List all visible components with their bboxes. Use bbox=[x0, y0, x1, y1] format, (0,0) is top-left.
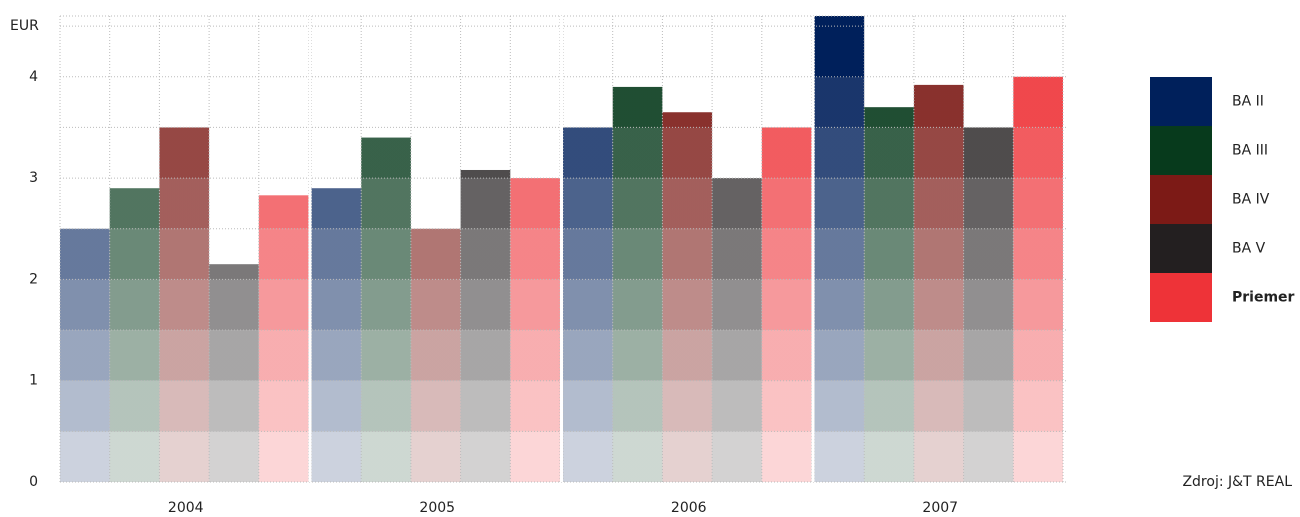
legend-swatch bbox=[1150, 224, 1212, 273]
legend-swatch bbox=[1150, 175, 1212, 224]
bar bbox=[510, 178, 560, 482]
bar bbox=[361, 137, 411, 482]
bar bbox=[60, 228, 110, 482]
y-unit: EUR bbox=[10, 18, 39, 34]
legend-label: Priemer bbox=[1232, 290, 1295, 306]
bar bbox=[460, 169, 511, 482]
x-tick-label: 2006 bbox=[671, 500, 707, 516]
y-tick-label: 0 bbox=[29, 474, 38, 490]
bar bbox=[159, 127, 210, 482]
legend-label: BA IV bbox=[1232, 192, 1270, 208]
x-tick-label: 2004 bbox=[168, 500, 204, 516]
bar bbox=[814, 16, 865, 482]
legend-label: BA II bbox=[1232, 94, 1264, 110]
x-tick-label: 2007 bbox=[922, 500, 958, 516]
y-tick-label: 1 bbox=[29, 373, 38, 389]
y-tick-label: 4 bbox=[29, 69, 38, 85]
legend-swatch bbox=[1150, 77, 1212, 126]
legend-swatch bbox=[1150, 273, 1212, 322]
bar bbox=[209, 264, 259, 482]
bar bbox=[109, 188, 160, 482]
bar bbox=[662, 112, 713, 482]
bar bbox=[410, 228, 461, 482]
bar bbox=[612, 86, 663, 483]
bar bbox=[563, 127, 613, 482]
bar bbox=[712, 178, 762, 482]
x-tick-label: 2005 bbox=[419, 500, 455, 516]
legend-label: BA V bbox=[1232, 241, 1266, 257]
legend-label: BA III bbox=[1232, 143, 1268, 159]
bar bbox=[761, 127, 812, 482]
bar bbox=[913, 84, 964, 482]
y-tick-label: 2 bbox=[29, 271, 38, 287]
bar bbox=[258, 195, 309, 482]
bar bbox=[311, 188, 362, 482]
legend-swatch bbox=[1150, 126, 1212, 175]
source: Zdroj: J&T REAL bbox=[1182, 474, 1292, 490]
y-tick-label: 3 bbox=[29, 170, 38, 186]
bar bbox=[963, 127, 1014, 482]
bar bbox=[864, 107, 914, 482]
